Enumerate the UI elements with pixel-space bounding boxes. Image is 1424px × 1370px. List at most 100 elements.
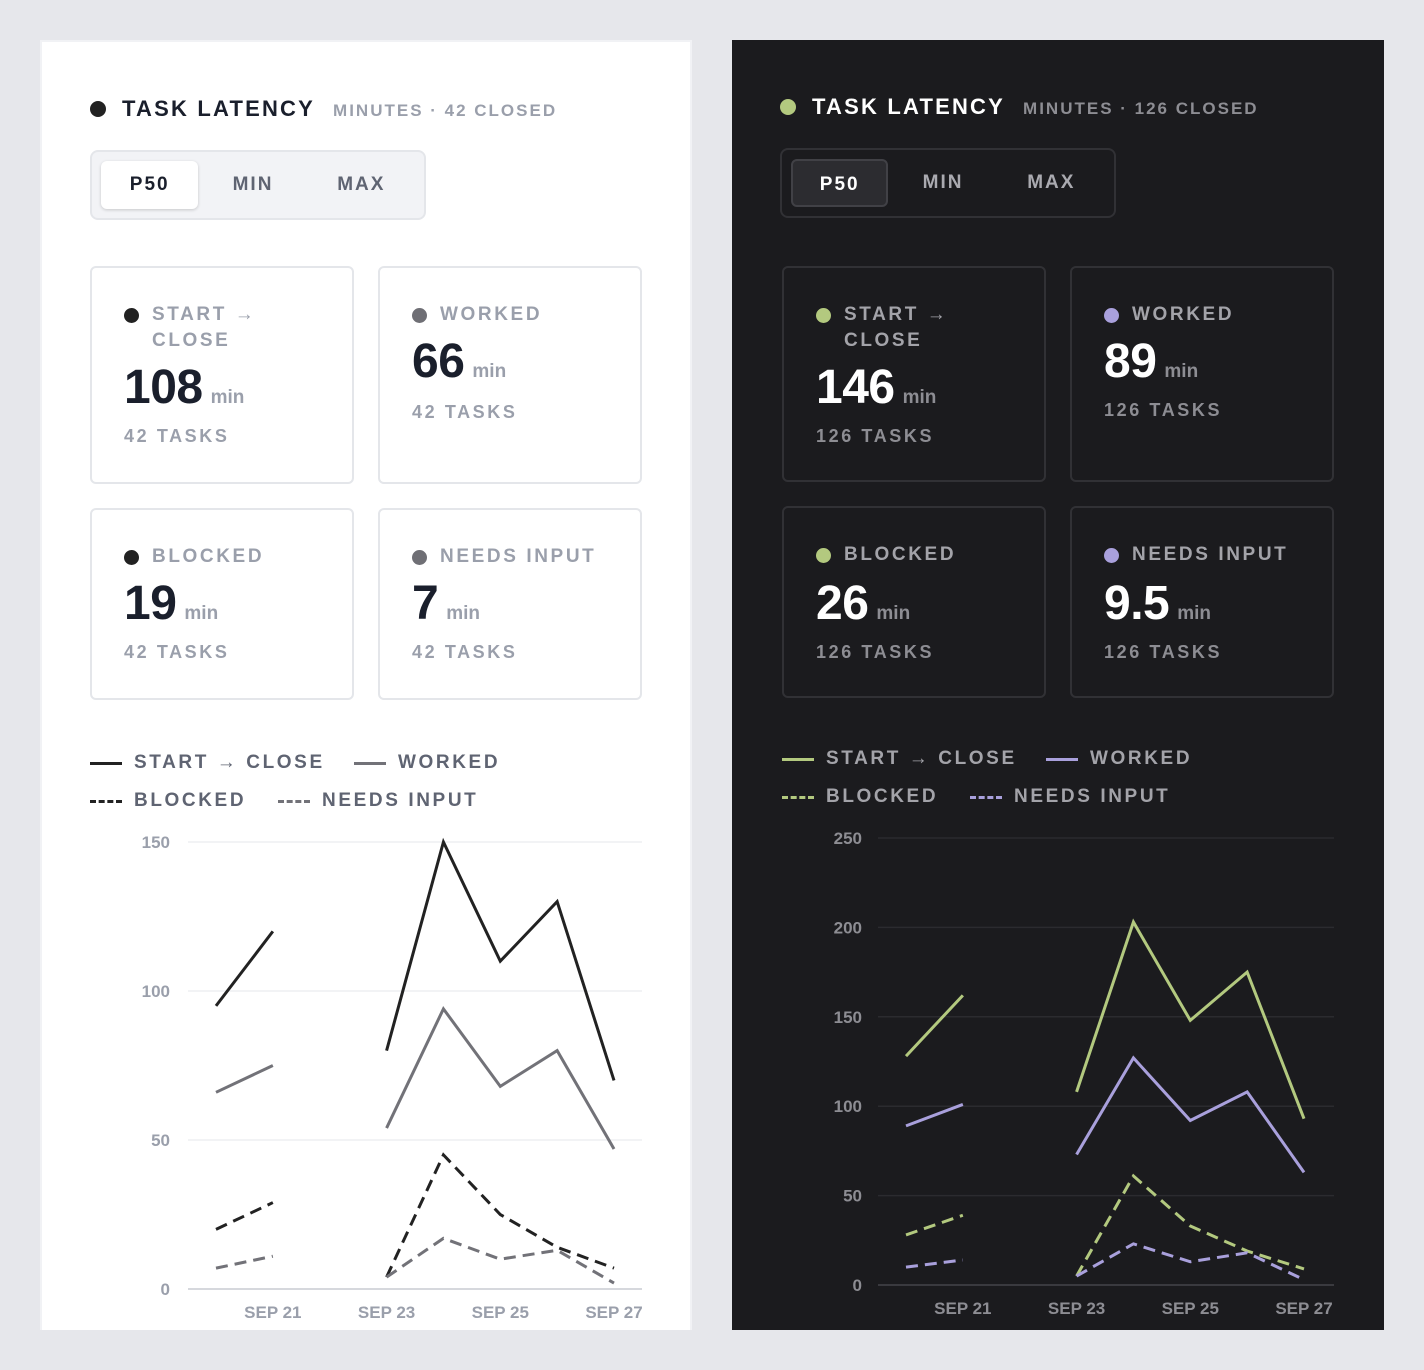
y-tick-label: 150 [834, 1008, 862, 1027]
x-tick-label: SEP 25 [1162, 1299, 1219, 1318]
series-line-needs-input [385, 1236, 615, 1285]
y-tick-label: 200 [834, 918, 862, 937]
panel-title: TASK LATENCY [812, 94, 1006, 119]
y-tick-label: 100 [834, 1097, 862, 1116]
stat-card-worked: WORKED 89 min 126 TASKS [1070, 266, 1334, 482]
x-tick-label: SEP 21 [934, 1299, 991, 1318]
stat-card-worked: WORKED 66 min 42 TASKS [378, 266, 642, 484]
latency-panel-dark: TASK LATENCY MINUTES · 126 CLOSED P50 MI… [732, 40, 1384, 1330]
x-tick-label: SEP 25 [472, 1303, 529, 1322]
series-line-worked [385, 1005, 616, 1150]
option-max[interactable]: MAX [337, 174, 386, 195]
stat-count: 126 TASKS [1104, 642, 1223, 662]
stat-card-blocked: BLOCKED 26 min 126 TASKS [782, 506, 1046, 698]
series-line-needs-input [215, 1254, 274, 1270]
series-dot-icon [816, 308, 831, 323]
stat-card-start-close: START → CLOSE 108 min 42 TASKS [90, 266, 354, 484]
stat-value: 19 min [124, 577, 219, 630]
y-tick-label: 0 [853, 1276, 862, 1295]
series-line-start-close [385, 837, 616, 1081]
y-tick-label: 250 [834, 829, 862, 848]
series-line-worked [1075, 1055, 1306, 1174]
stat-label: WORKED [1104, 302, 1314, 328]
stat-count: 126 TASKS [816, 426, 935, 446]
series-dot-icon [124, 550, 139, 565]
stat-value: 66 min [412, 335, 507, 388]
series-line-needs-input [1075, 1242, 1305, 1281]
legend-swatch [354, 761, 386, 765]
legend-start-close: START → CLOSE [90, 752, 325, 774]
stat-value: 108 min [124, 361, 245, 414]
series-line-needs-input [905, 1258, 964, 1269]
option-p50[interactable]: P50 [791, 159, 889, 207]
legend-needs-input: NEEDS INPUT [278, 790, 478, 812]
x-tick-label: SEP 21 [244, 1303, 301, 1322]
series-line-blocked [905, 1213, 964, 1237]
panel-title: TASK LATENCY [122, 96, 316, 121]
stat-count: 42 TASKS [412, 402, 518, 422]
series-line-blocked [215, 1201, 274, 1231]
stat-count: 126 TASKS [816, 642, 935, 662]
legend-swatch [90, 761, 122, 765]
stat-label: BLOCKED [816, 542, 1026, 568]
option-max[interactable]: MAX [1027, 172, 1076, 193]
legend-swatch [1046, 757, 1078, 761]
stat-count: 42 TASKS [124, 426, 230, 446]
series-line-start-close [904, 994, 964, 1058]
legend-blocked: BLOCKED [90, 790, 246, 812]
series-line-start-close [214, 930, 275, 1007]
percentile-selector: P50 MIN MAX [90, 150, 426, 220]
stat-label: NEEDS INPUT [1104, 542, 1314, 568]
series-line-start-close [1075, 918, 1306, 1120]
option-p50[interactable]: P50 [101, 161, 199, 209]
series-line-blocked [385, 1152, 615, 1278]
stat-count: 42 TASKS [124, 642, 230, 662]
latency-panel-light: TASK LATENCY MINUTES · 42 CLOSED P50 MIN… [40, 40, 692, 1330]
y-tick-label: 150 [142, 833, 170, 852]
y-tick-label: 50 [843, 1187, 862, 1206]
x-tick-label: SEP 23 [358, 1303, 415, 1322]
x-tick-label: SEP 27 [1275, 1299, 1332, 1318]
series-dot-icon [412, 550, 427, 565]
stat-value: 89 min [1104, 335, 1199, 388]
stat-label: WORKED [412, 302, 622, 328]
stat-label: START → CLOSE [816, 302, 1026, 354]
y-tick-label: 100 [142, 982, 170, 1001]
y-tick-label: 50 [151, 1131, 170, 1150]
series-dot-icon [412, 308, 427, 323]
series-line-worked [215, 1064, 274, 1094]
legend-needs-input: NEEDS INPUT [970, 786, 1170, 808]
stat-card-needs-input: NEEDS INPUT 9.5 min 126 TASKS [1070, 506, 1334, 698]
option-min[interactable]: MIN [922, 172, 964, 193]
stat-label: BLOCKED [124, 544, 334, 570]
panel-header: TASK LATENCY MINUTES · 42 CLOSED [90, 96, 557, 122]
panel-header: TASK LATENCY MINUTES · 126 CLOSED [780, 94, 1259, 120]
series-line-blocked [1075, 1173, 1305, 1277]
series-dot-icon [1104, 548, 1119, 563]
legend-blocked: BLOCKED [782, 786, 938, 808]
panel-subtitle: MINUTES · 42 CLOSED [333, 101, 558, 120]
legend-swatch [90, 799, 122, 803]
stat-card-start-close: START → CLOSE 146 min 126 TASKS [782, 266, 1046, 482]
stat-value: 146 min [816, 361, 937, 414]
stat-label: NEEDS INPUT [412, 544, 622, 570]
stat-count: 42 TASKS [412, 642, 518, 662]
stat-value: 26 min [816, 577, 911, 630]
header-dot-icon [90, 101, 106, 117]
panel-subtitle: MINUTES · 126 CLOSED [1023, 99, 1259, 118]
legend-swatch [782, 795, 814, 799]
legend-worked: WORKED [354, 752, 500, 774]
stat-count: 126 TASKS [1104, 400, 1223, 420]
x-tick-label: SEP 27 [585, 1303, 642, 1322]
legend-worked: WORKED [1046, 748, 1192, 770]
header-dot-icon [780, 99, 796, 115]
legend-swatch [970, 795, 1002, 799]
stat-value: 9.5 min [1104, 577, 1212, 630]
percentile-selector: P50 MIN MAX [780, 148, 1116, 218]
option-min[interactable]: MIN [232, 174, 274, 195]
stat-card-needs-input: NEEDS INPUT 7 min 42 TASKS [378, 508, 642, 700]
latency-chart: 0 50 100 150 SEP 21 SEP 23 SEP 25 SEP 27 [142, 833, 643, 1322]
legend-swatch [782, 757, 814, 761]
series-dot-icon [816, 548, 831, 563]
stat-card-blocked: BLOCKED 19 min 42 TASKS [90, 508, 354, 700]
